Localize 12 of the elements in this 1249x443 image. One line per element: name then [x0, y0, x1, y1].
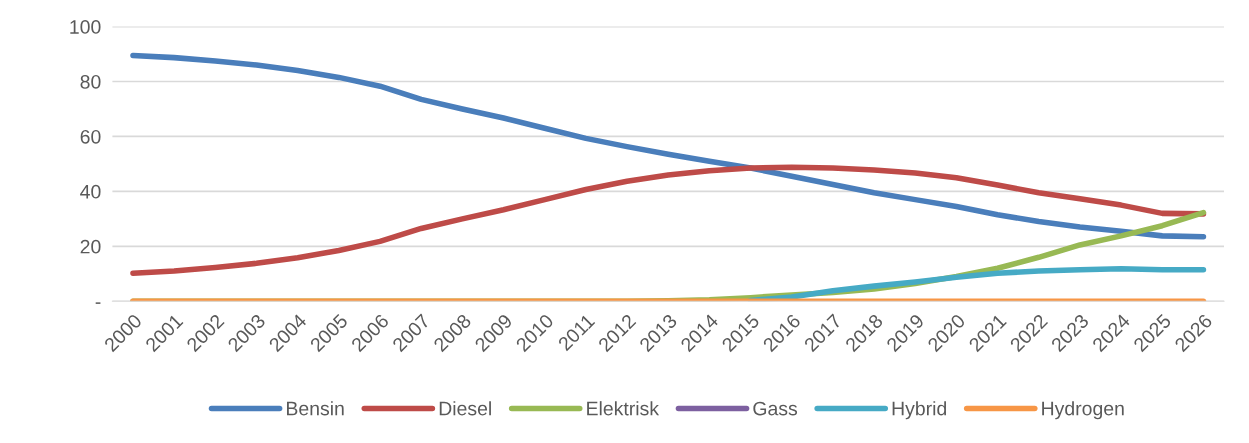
y-tick-label: 80 — [80, 74, 101, 89]
legend-label: Bensin — [287, 401, 344, 416]
y-tick-label: 60 — [80, 129, 101, 144]
legend-label: Hybrid — [892, 401, 947, 420]
y-tick-label: 100 — [70, 20, 101, 34]
legend-label: Hydrogen — [1042, 401, 1124, 420]
y-tick-label: - — [95, 302, 101, 304]
legend-label: Elektrisk — [587, 401, 660, 416]
legend-label: Gass — [753, 401, 798, 416]
y-tick-label: 20 — [80, 239, 101, 254]
legend-label: Diesel — [439, 401, 491, 416]
y-tick-label: 40 — [80, 184, 101, 199]
